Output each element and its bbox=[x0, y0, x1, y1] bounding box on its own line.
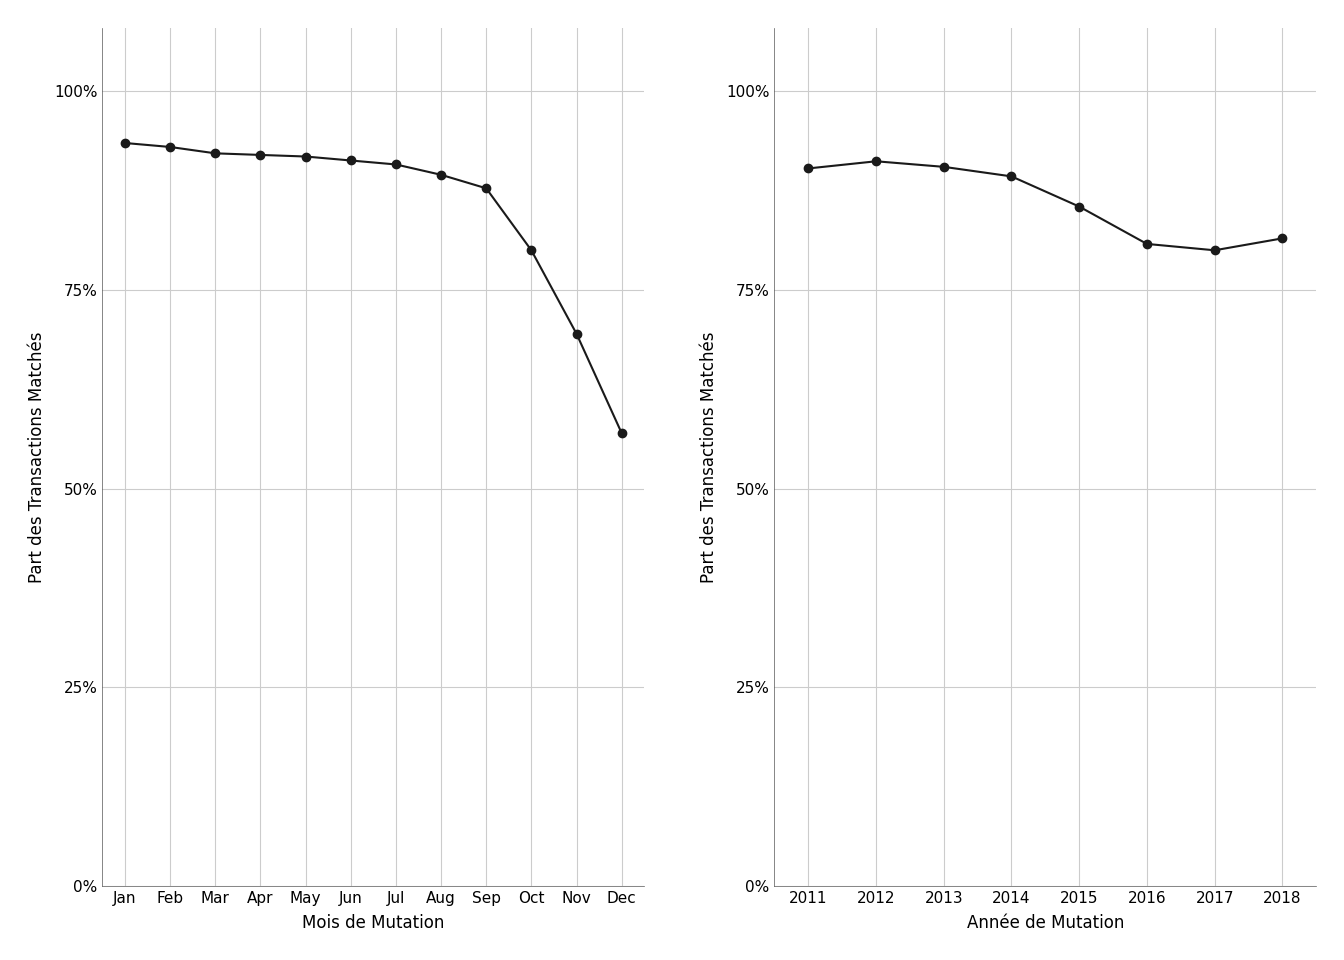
X-axis label: Année de Mutation: Année de Mutation bbox=[966, 914, 1124, 932]
Y-axis label: Part des Transactions Matchés: Part des Transactions Matchés bbox=[700, 331, 718, 583]
X-axis label: Mois de Mutation: Mois de Mutation bbox=[302, 914, 445, 932]
Y-axis label: Part des Transactions Matchés: Part des Transactions Matchés bbox=[28, 331, 46, 583]
